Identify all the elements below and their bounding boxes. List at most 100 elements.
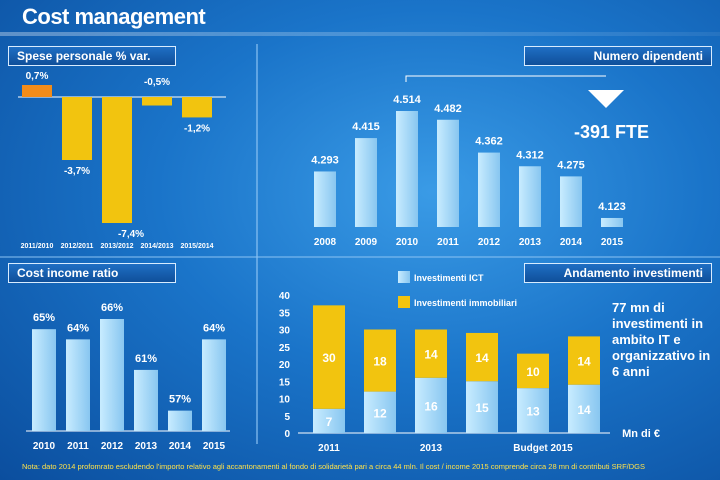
- invest-bar-ict: [568, 384, 600, 433]
- dipendenti-value-label: 4.293: [311, 154, 339, 166]
- cir-bar: [134, 369, 158, 431]
- invest-x-label: Budget 2015: [513, 443, 573, 454]
- cir-value-label: 61%: [135, 353, 157, 365]
- legend-label-ict: Investimenti ICT: [414, 273, 484, 283]
- invest-bar-immobiliari: [466, 332, 498, 382]
- invest-imm-label: 30: [322, 351, 336, 365]
- dipendenti-tick-label: 2011: [437, 237, 459, 248]
- cir-tick-label: 2013: [135, 441, 158, 452]
- cir-bar: [32, 329, 56, 431]
- dipendenti-value-label: 4.514: [393, 94, 421, 106]
- invest-y-tick: 5: [284, 412, 290, 423]
- invest-imm-label: 14: [577, 355, 591, 369]
- spese-bar: [62, 97, 92, 160]
- cir-tick-label: 2014: [169, 441, 192, 452]
- dipendenti-tick-label: 2009: [355, 237, 378, 248]
- spese-bar: [22, 85, 52, 97]
- dipendenti-bar: [601, 217, 623, 227]
- invest-y-tick: 30: [279, 326, 291, 337]
- invest-y-tick: 25: [279, 343, 291, 354]
- cir-value-label: 57%: [169, 394, 191, 406]
- dipendenti-tick-label: 2014: [560, 237, 583, 248]
- cir-bar: [168, 410, 192, 431]
- invest-bar-ict: [313, 408, 345, 433]
- header-investimenti: Andamento investimenti: [524, 263, 712, 283]
- invest-bar-immobiliari: [568, 336, 600, 385]
- invest-note: 77 mn di investimenti in ambito IT e org…: [612, 300, 711, 379]
- header-dipendenti: Numero dipendenti: [524, 46, 712, 66]
- spese-value-label: -0,5%: [144, 77, 170, 88]
- dipendenti-tick-label: 2015: [601, 237, 624, 248]
- invest-y-tick: 10: [279, 395, 291, 406]
- invest-imm-label: 14: [424, 348, 438, 362]
- spese-bar: [182, 97, 212, 118]
- dipendenti-tick-label: 2013: [519, 237, 542, 248]
- invest-ict-label: 12: [373, 406, 387, 420]
- spese-bar: [102, 97, 132, 223]
- invest-bar-ict: [364, 391, 396, 433]
- dipendenti-bar: [355, 138, 377, 227]
- header-cir: Cost income ratio: [8, 263, 176, 283]
- invest-ict-label: 13: [526, 405, 540, 419]
- invest-y-label: Mn di €: [622, 428, 660, 440]
- invest-ict-label: 15: [475, 401, 489, 415]
- invest-imm-label: 18: [373, 355, 387, 369]
- title-underline: [0, 32, 720, 36]
- dipendenti-value-label: 4.275: [557, 159, 585, 171]
- dipendenti-bar: [396, 111, 418, 227]
- invest-y-tick: 0: [284, 429, 290, 440]
- spese-value-label: -1,2%: [184, 123, 210, 134]
- legend-label-immobiliari: Investimenti immobiliari: [414, 298, 517, 308]
- spese-tick-label: 2014/2013: [140, 243, 173, 250]
- cir-bar: [100, 319, 124, 431]
- spese-bar: [142, 97, 172, 106]
- spese-tick-label: 2015/2014: [180, 243, 213, 250]
- fte-arrow: [588, 90, 624, 108]
- invest-bar-ict: [415, 377, 447, 433]
- invest-x-label: 2011: [318, 443, 340, 454]
- cir-tick-label: 2015: [203, 441, 226, 452]
- dipendenti-value-label: 4.482: [434, 103, 462, 115]
- dipendenti-bar: [478, 152, 500, 227]
- dipendenti-value-label: 4.362: [475, 136, 503, 148]
- dipendenti-tick-label: 2012: [478, 237, 501, 248]
- fte-bracket: [405, 75, 606, 82]
- divider-vertical: [256, 44, 258, 444]
- dipendenti-bar: [314, 171, 336, 227]
- spese-tick-label: 2012/2011: [61, 243, 94, 250]
- invest-bar-immobiliari: [517, 353, 549, 389]
- dipendenti-tick-label: 2010: [396, 237, 419, 248]
- dipendenti-value-label: 4.415: [352, 121, 380, 133]
- header-spese: Spese personale % var.: [8, 46, 176, 66]
- cir-bar: [66, 339, 90, 431]
- cir-value-label: 65%: [33, 312, 55, 324]
- invest-y-tick: 15: [279, 377, 291, 388]
- invest-y-tick: 40: [279, 291, 291, 302]
- invest-bar-immobiliari: [364, 329, 396, 392]
- invest-ict-label: 14: [577, 403, 591, 417]
- invest-bar-ict: [466, 381, 498, 433]
- invest-imm-label: 14: [475, 351, 489, 365]
- dipendenti-value-label: 4.312: [516, 149, 544, 161]
- spese-tick-label: 2013/2012: [100, 243, 133, 250]
- legend-swatch-immobiliari: [398, 296, 410, 308]
- cir-value-label: 64%: [203, 322, 225, 334]
- spese-tick-label: 2011/2010: [21, 243, 54, 250]
- dipendenti-value-label: 4.123: [598, 201, 626, 213]
- footnote: Nota: dato 2014 profomrato escludendo l'…: [22, 462, 646, 471]
- invest-imm-label: 10: [526, 365, 540, 379]
- cir-value-label: 64%: [67, 322, 89, 334]
- spese-value-label: -3,7%: [64, 166, 90, 177]
- cir-bar: [202, 339, 226, 431]
- dipendenti-bar: [519, 166, 541, 227]
- dipendenti-tick-label: 2008: [314, 237, 337, 248]
- cir-tick-label: 2011: [67, 441, 89, 452]
- fte-label: -391 FTE: [574, 122, 650, 142]
- legend-swatch-ict: [398, 271, 410, 283]
- page-title: Cost management: [22, 4, 206, 29]
- invest-ict-label: 7: [326, 415, 333, 429]
- cir-value-label: 66%: [101, 302, 123, 314]
- cir-tick-label: 2010: [33, 441, 56, 452]
